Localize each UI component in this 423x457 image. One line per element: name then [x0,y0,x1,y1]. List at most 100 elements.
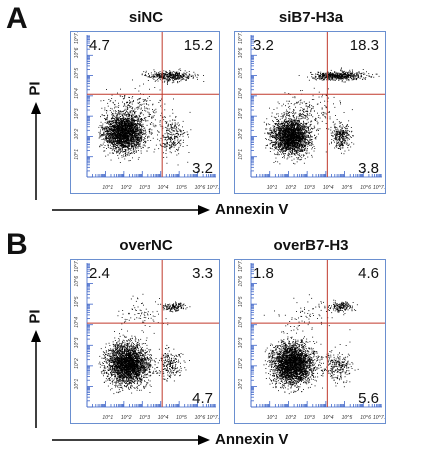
event-dot [118,147,119,148]
event-dot [160,115,162,117]
event-dot [118,120,120,122]
event-dot [301,130,302,132]
event-dot [132,118,134,120]
event-dot [99,145,101,147]
event-dot [166,78,168,80]
event-dot [161,74,162,76]
event-dot [130,106,132,108]
event-dot [164,136,165,138]
event-dot [109,134,111,136]
event-dot [284,125,285,127]
event-dot [117,133,118,135]
event-dot [301,157,303,159]
event-dot [133,135,135,136]
event-dot [298,149,300,151]
event-dot [127,123,129,124]
event-dot [111,131,113,133]
event-dot [120,140,121,142]
event-dot [145,141,147,142]
event-dot [126,123,128,125]
event-dot [106,136,107,138]
event-dot [160,125,162,127]
event-dot [165,150,167,152]
event-dot [157,80,159,82]
event-dot [150,76,152,78]
event-dot [107,122,109,124]
event-dot [286,142,288,144]
event-dot [125,126,127,128]
event-dot [175,76,176,77]
event-dot [170,147,171,149]
event-dot [135,129,137,131]
event-dot [144,140,146,142]
event-dot [163,146,165,148]
event-dot [171,76,173,78]
event-dot [153,78,155,80]
event-dot [153,69,155,71]
event-dot [132,137,134,139]
event-dot [127,154,129,156]
event-dot [317,128,319,130]
plot-title-overnc: overNC [119,237,173,254]
event-dot [293,130,295,132]
event-dot [130,143,132,145]
event-dot [173,76,175,78]
event-dot [111,124,112,125]
event-dot [138,90,140,92]
event-dot [269,132,270,134]
event-dot [294,119,296,121]
event-dot [143,133,145,135]
event-dot [128,118,130,120]
event-dot [175,129,177,131]
event-dot [177,74,179,76]
event-dot [290,145,292,147]
event-dot [294,138,296,139]
event-dot [136,120,138,121]
event-dot [279,148,280,150]
event-dot [99,133,101,135]
event-dot [109,124,111,126]
event-dot [137,106,138,108]
event-dot [133,129,135,131]
event-dot [121,122,123,123]
event-dot [295,132,296,134]
event-dot [170,145,172,147]
event-dot [271,148,273,150]
event-dot [181,77,183,78]
event-dot [113,117,115,119]
event-dot [119,135,121,137]
event-dot [143,125,144,127]
event-dot [110,128,112,130]
event-dot [112,133,114,135]
event-dot [180,133,182,135]
event-dot [131,141,133,142]
event-dot [134,124,135,125]
event-dot [119,137,121,139]
event-dot [147,76,149,78]
event-dot [125,149,127,151]
event-dot [124,142,125,144]
event-dot [120,126,122,128]
event-dot [279,123,280,125]
event-dot [103,132,105,134]
event-dot [177,81,179,83]
event-dot [315,137,316,138]
event-dot [159,75,161,77]
event-dot [295,138,297,140]
event-dot [135,120,137,121]
event-dot [126,138,128,140]
event-dot [117,133,119,135]
event-dot [169,151,171,153]
event-dot [164,139,166,141]
event-dot [133,140,135,142]
event-dot [135,128,137,130]
event-dot [118,130,120,132]
event-dot [130,139,132,141]
event-dot [303,125,305,127]
event-dot [169,76,171,78]
event-dot [113,148,115,149]
event-dot [140,97,141,99]
event-dot [112,138,114,140]
event-dot [122,122,124,124]
event-dot [118,125,120,127]
